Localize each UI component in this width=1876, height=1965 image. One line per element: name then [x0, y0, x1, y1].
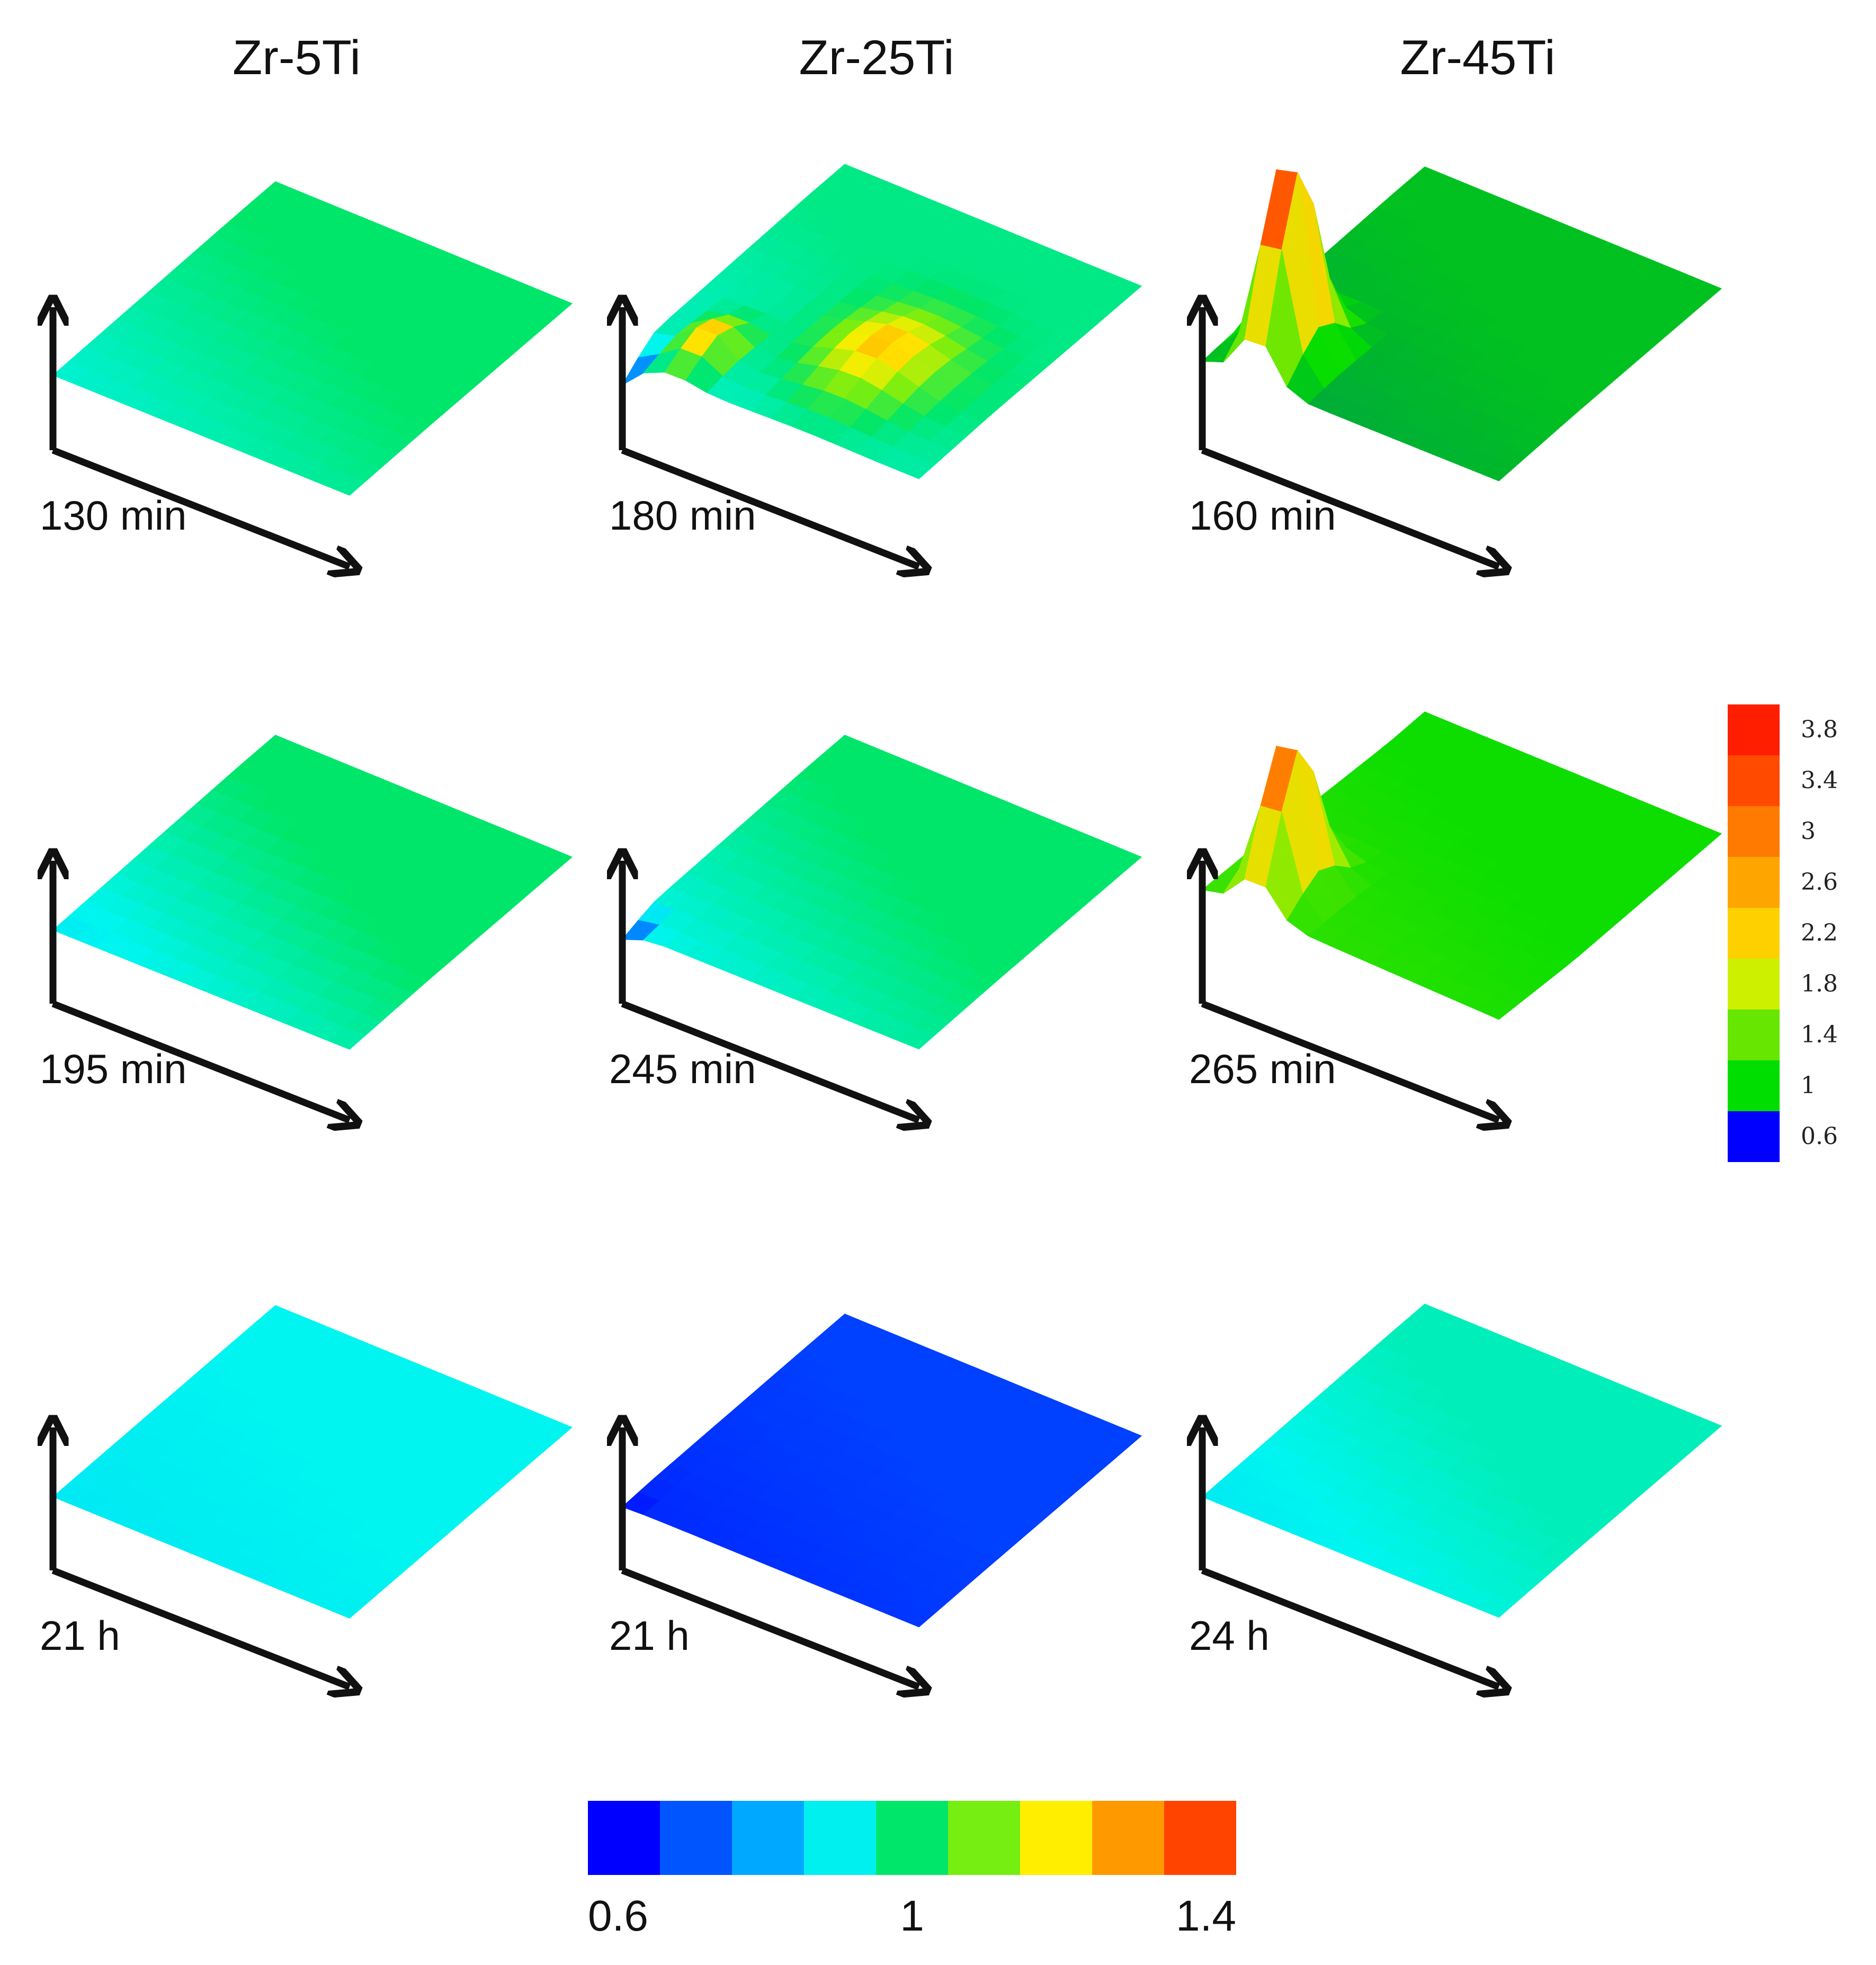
surface-panel-8: 21 h	[609, 1314, 1142, 1687]
vertical-colorbar-swatch	[1728, 806, 1780, 857]
surface-cell	[327, 472, 367, 496]
vertical-colorbar-tick: 3	[1801, 818, 1816, 845]
vertical-colorbar-swatch	[1728, 857, 1780, 908]
surface-panel-7: 21 h	[40, 1305, 573, 1687]
vertical-colorbar-swatch	[1728, 959, 1780, 1010]
vertical-colorbar: 3.8 3.4 3 2.6 2.2 1.8 1.4 1 0.6	[1728, 704, 1838, 1162]
time-label: 245 min	[609, 1046, 756, 1092]
horizontal-axis-arrow	[621, 446, 919, 567]
surface-cell	[897, 1604, 936, 1628]
horizontal-axis-arrow	[621, 1567, 919, 1687]
vertical-colorbar-tick: 1.4	[1801, 1021, 1838, 1048]
time-label: 195 min	[40, 1046, 187, 1092]
surface-panel-5: 245 min	[609, 735, 1142, 1120]
column-titles: Zr-5Ti Zr-25Ti Zr-45Ti	[233, 31, 1555, 85]
surface-cell	[1477, 458, 1516, 481]
vertical-colorbar-swatch	[1728, 908, 1780, 959]
column-title-zr-45ti: Zr-45Ti	[1400, 31, 1555, 85]
horizontal-colorbar-swatch	[1092, 1801, 1164, 1875]
horizontal-axis-arrow	[1201, 1000, 1499, 1120]
time-label: 21 h	[40, 1612, 120, 1659]
column-title-zr-25ti: Zr-25Ti	[799, 31, 954, 85]
surface-cell	[1477, 1594, 1516, 1618]
surface-panel-2: 180 min	[609, 164, 1142, 567]
vertical-colorbar-tick: 1	[1801, 1072, 1816, 1099]
surface-cell	[327, 1595, 367, 1619]
horizontal-axis-arrow	[51, 1567, 350, 1687]
horizontal-colorbar-swatch	[804, 1801, 876, 1875]
vertical-colorbar-tick: 0.6	[1801, 1123, 1838, 1150]
column-title-zr-5ti: Zr-5Ti	[233, 31, 361, 85]
surface-cell	[1477, 997, 1516, 1020]
surface-cell	[897, 1026, 936, 1050]
horizontal-colorbar-swatch	[1164, 1801, 1236, 1875]
horizontal-axis-arrow	[51, 446, 350, 567]
vertical-colorbar-tick: 3.4	[1801, 767, 1838, 794]
horizontal-colorbar-tick: 1	[900, 1892, 924, 1940]
surface-panel-1: 130 min	[40, 181, 573, 567]
time-label: 24 h	[1189, 1612, 1270, 1659]
time-label: 130 min	[40, 492, 187, 539]
surface-panel-3: 160 min	[1189, 166, 1722, 567]
horizontal-axis-arrow	[51, 1000, 350, 1120]
horizontal-colorbar-swatch	[660, 1801, 732, 1875]
horizontal-axis-arrow	[1201, 1567, 1499, 1687]
time-label: 21 h	[609, 1612, 690, 1659]
horizontal-axis-arrow	[1201, 446, 1499, 567]
vertical-colorbar-swatch	[1728, 1010, 1780, 1060]
vertical-colorbar-tick: 2.6	[1801, 869, 1838, 896]
vertical-colorbar-tick: 1.8	[1801, 970, 1838, 997]
horizontal-colorbar-swatch	[876, 1801, 948, 1875]
horizontal-colorbar-tick: 0.6	[588, 1892, 648, 1940]
horizontal-colorbar-swatch	[732, 1801, 804, 1875]
vertical-colorbar-tick: 3.8	[1801, 716, 1838, 743]
horizontal-colorbar-swatch	[948, 1801, 1020, 1875]
vertical-colorbar-swatch	[1728, 755, 1780, 806]
surface-cell	[327, 1026, 367, 1050]
surface-panel-4: 195 min	[40, 735, 573, 1120]
horizontal-axis-arrow	[621, 1000, 919, 1120]
time-label: 265 min	[1189, 1046, 1336, 1092]
horizontal-colorbar-swatch	[1020, 1801, 1092, 1875]
horizontal-colorbar-swatch	[588, 1801, 660, 1875]
vertical-colorbar-swatch	[1728, 1060, 1780, 1111]
horizontal-colorbar: 0.6 1 1.4	[588, 1801, 1236, 1940]
surface-cell	[897, 455, 936, 479]
surface-panel-9: 24 h	[1189, 1303, 1722, 1687]
vertical-colorbar-tick: 2.2	[1801, 919, 1838, 946]
horizontal-colorbar-tick: 1.4	[1176, 1892, 1236, 1940]
surface-panel-6: 265 min	[1189, 711, 1722, 1120]
vertical-colorbar-swatch	[1728, 1111, 1780, 1162]
time-label: 180 min	[609, 492, 756, 539]
vertical-colorbar-swatch	[1728, 704, 1780, 755]
time-label: 160 min	[1189, 492, 1336, 539]
surface-panels: 130 min 180 min 160 min 195 min 245 min 265 m…	[40, 164, 1722, 1687]
